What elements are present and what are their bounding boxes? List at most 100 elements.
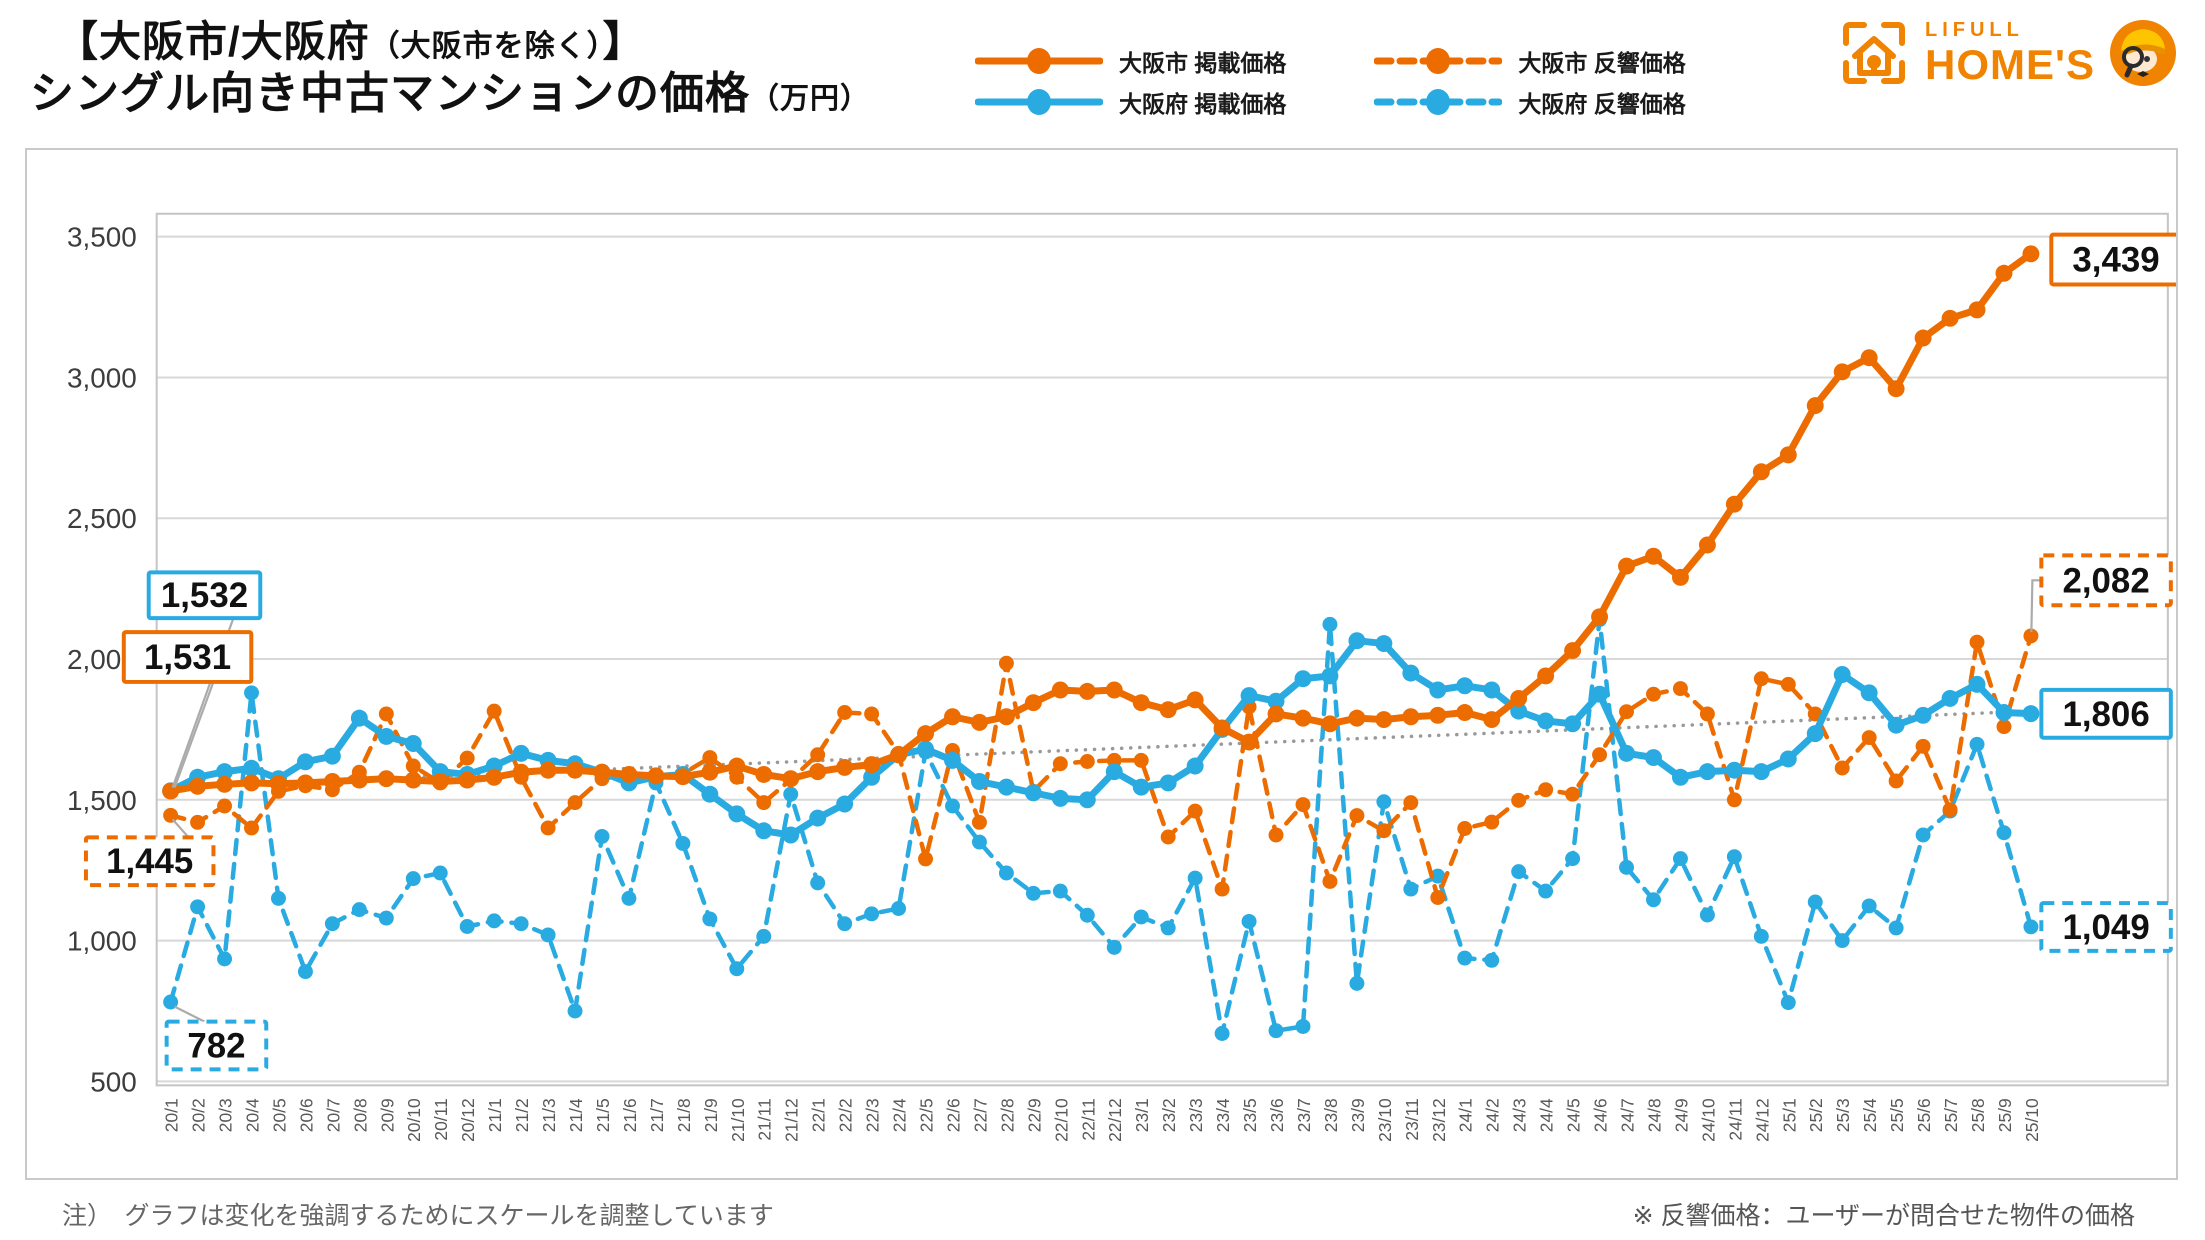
data-point bbox=[918, 851, 934, 867]
data-point bbox=[1753, 928, 1769, 944]
data-point bbox=[1402, 708, 1420, 726]
data-point bbox=[1941, 309, 1959, 327]
data-point bbox=[1888, 920, 1904, 936]
data-point bbox=[1430, 890, 1446, 905]
chart-annotation: 1,806 bbox=[2039, 687, 2173, 740]
y-axis-tick: 3,500 bbox=[67, 222, 137, 253]
legend-sample-icon bbox=[975, 48, 1103, 74]
data-point bbox=[1996, 825, 2012, 841]
x-axis-tick: 20/1 bbox=[162, 1098, 182, 1132]
data-point bbox=[1672, 851, 1688, 867]
data-point bbox=[1861, 898, 1877, 914]
data-point bbox=[756, 795, 772, 811]
x-axis-tick: 25/3 bbox=[1833, 1098, 1853, 1132]
chart-annotation: 3,439 bbox=[2049, 232, 2176, 287]
chart-annotation: 782 bbox=[164, 1019, 269, 1072]
x-axis-tick: 20/8 bbox=[350, 1098, 370, 1132]
y-axis-tick: 1,000 bbox=[67, 926, 137, 957]
data-point bbox=[485, 768, 503, 786]
data-point bbox=[1969, 634, 1985, 650]
data-point bbox=[1888, 773, 1904, 789]
data-point bbox=[997, 708, 1015, 726]
data-point bbox=[917, 740, 934, 758]
data-point bbox=[1322, 616, 1338, 632]
data-point bbox=[1105, 681, 1123, 699]
data-point bbox=[377, 770, 395, 788]
x-axis-tick: 21/2 bbox=[512, 1098, 532, 1132]
data-point bbox=[1241, 913, 1257, 929]
data-point bbox=[728, 757, 746, 775]
lifull-homes-logo: LIFULL HOME'S bbox=[1837, 16, 2177, 90]
data-point bbox=[189, 777, 207, 795]
data-point bbox=[1106, 939, 1122, 955]
data-point bbox=[163, 994, 179, 1010]
x-axis-tick: 22/5 bbox=[917, 1098, 937, 1132]
data-point bbox=[1187, 870, 1203, 886]
x-axis-tick: 21/9 bbox=[701, 1098, 721, 1132]
data-point bbox=[269, 775, 287, 793]
chart-annotation: 1,445 bbox=[83, 835, 216, 888]
x-axis-tick: 25/1 bbox=[1779, 1098, 1799, 1132]
data-point bbox=[1510, 702, 1528, 720]
data-point bbox=[567, 1003, 583, 1019]
data-point bbox=[1645, 749, 1662, 767]
chart-annotation: 1,531 bbox=[121, 630, 254, 684]
data-point bbox=[1806, 725, 1824, 743]
data-point bbox=[1159, 774, 1177, 792]
data-point bbox=[1295, 1018, 1311, 1034]
data-point bbox=[1995, 704, 2013, 721]
data-point bbox=[458, 771, 476, 789]
data-point bbox=[1996, 719, 2012, 735]
data-point bbox=[217, 951, 233, 967]
data-point bbox=[459, 919, 475, 934]
data-point bbox=[1861, 730, 1877, 746]
data-point bbox=[1321, 715, 1339, 733]
data-point bbox=[1779, 750, 1797, 768]
data-point bbox=[1510, 689, 1528, 707]
data-point bbox=[1564, 715, 1582, 733]
data-point bbox=[513, 916, 529, 932]
x-axis-tick: 24/5 bbox=[1564, 1098, 1584, 1132]
data-point bbox=[837, 916, 853, 932]
data-point bbox=[1834, 933, 1850, 949]
data-point bbox=[998, 655, 1014, 671]
data-point bbox=[405, 758, 421, 774]
data-point bbox=[782, 826, 800, 844]
data-point bbox=[350, 709, 368, 727]
x-axis-tick: 23/7 bbox=[1294, 1098, 1314, 1132]
x-axis-tick: 24/8 bbox=[1644, 1098, 1664, 1132]
data-point bbox=[1051, 789, 1069, 807]
data-point bbox=[1403, 795, 1419, 811]
data-point bbox=[539, 761, 557, 779]
data-point bbox=[997, 778, 1015, 796]
data-point bbox=[1591, 608, 1609, 626]
mascot-icon bbox=[2110, 20, 2176, 86]
data-point bbox=[1915, 738, 1931, 754]
data-point bbox=[1240, 687, 1258, 705]
x-axis-tick: 21/5 bbox=[593, 1098, 613, 1132]
data-point bbox=[1807, 894, 1823, 910]
x-axis-tick: 23/12 bbox=[1429, 1098, 1449, 1142]
data-point bbox=[1887, 716, 1905, 734]
x-axis-tick: 21/8 bbox=[674, 1098, 694, 1132]
data-point bbox=[1564, 642, 1582, 660]
svg-text:1,445: 1,445 bbox=[106, 842, 193, 881]
data-point bbox=[377, 727, 395, 745]
x-axis-tick: 25/8 bbox=[1968, 1098, 1988, 1132]
data-point bbox=[1133, 752, 1149, 768]
data-point bbox=[1591, 685, 1609, 703]
x-axis-tick: 25/4 bbox=[1860, 1098, 1880, 1132]
y-axis-tick: 1,500 bbox=[67, 785, 137, 816]
x-axis-tick: 22/4 bbox=[890, 1098, 910, 1132]
svg-text:2,082: 2,082 bbox=[2062, 561, 2149, 600]
data-point bbox=[1294, 670, 1312, 688]
x-axis-tick: 23/8 bbox=[1321, 1098, 1341, 1132]
legend-label: 大阪市 掲載価格 bbox=[1119, 50, 1287, 76]
footnote-scale: 注） グラフは変化を強調するためにスケールを調整しています bbox=[62, 1202, 774, 1230]
data-point bbox=[1079, 754, 1095, 769]
x-axis-tick: 23/9 bbox=[1348, 1098, 1368, 1132]
data-point bbox=[1646, 686, 1661, 702]
data-point bbox=[1914, 329, 1932, 347]
data-point bbox=[1860, 684, 1878, 702]
